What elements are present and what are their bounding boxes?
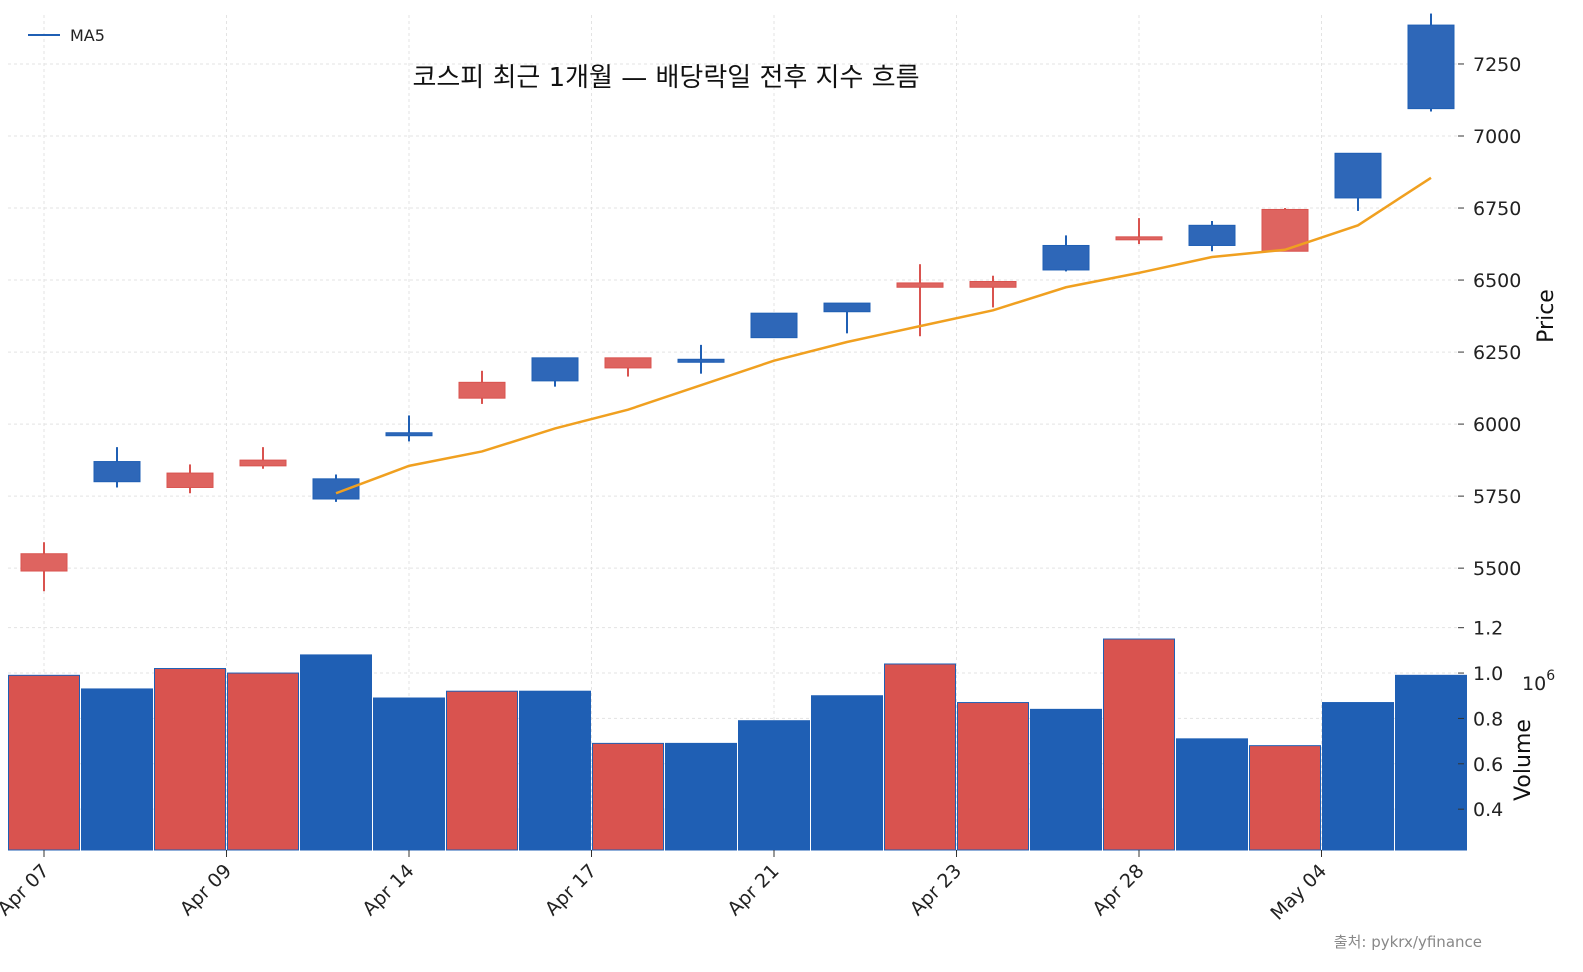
x-tick-label: Apr 07 bbox=[0, 860, 54, 920]
volume-bar bbox=[8, 674, 80, 851]
candle bbox=[823, 302, 871, 334]
candle-body bbox=[166, 472, 214, 488]
candle bbox=[604, 357, 652, 377]
volume-bar bbox=[227, 672, 299, 851]
candle bbox=[531, 357, 579, 387]
candle-body bbox=[239, 459, 287, 467]
candle bbox=[677, 344, 725, 374]
volume-bar bbox=[519, 690, 591, 851]
candle-body bbox=[1115, 236, 1163, 241]
candle bbox=[750, 312, 798, 339]
candle-body bbox=[93, 461, 141, 483]
candle bbox=[1407, 13, 1455, 112]
x-tick-label: Apr 23 bbox=[906, 860, 966, 920]
x-tick-label: Apr 09 bbox=[176, 860, 236, 920]
volume-bar bbox=[1322, 702, 1394, 851]
ma5-polyline bbox=[335, 176, 1432, 495]
price-tick-label: 6500 bbox=[1473, 270, 1521, 292]
candle bbox=[1188, 220, 1236, 252]
candle-body bbox=[969, 280, 1017, 288]
candle-body bbox=[750, 312, 798, 339]
volume-bars bbox=[8, 638, 1467, 851]
volume-bar bbox=[373, 697, 445, 851]
candle-body bbox=[823, 302, 871, 313]
candle bbox=[896, 264, 944, 337]
candle-body bbox=[896, 282, 944, 288]
x-tick-label: Apr 28 bbox=[1088, 860, 1148, 920]
price-tick-label: 5750 bbox=[1473, 486, 1521, 508]
volume-bar bbox=[738, 720, 810, 851]
volume-bar bbox=[811, 695, 883, 851]
price-tick-label: 7250 bbox=[1473, 54, 1521, 76]
candle-body bbox=[531, 357, 579, 382]
legend: MA5 bbox=[28, 26, 105, 45]
x-tick-label: Apr 17 bbox=[541, 860, 601, 920]
candle-body bbox=[20, 553, 68, 572]
price-tick-label: 6000 bbox=[1473, 414, 1521, 436]
candle bbox=[166, 464, 214, 494]
candle-body bbox=[604, 357, 652, 369]
candle bbox=[385, 415, 433, 442]
price-tick-label: 7000 bbox=[1473, 126, 1521, 148]
candle-body bbox=[1334, 152, 1382, 199]
volume-bar bbox=[446, 690, 518, 851]
x-tick-label: May 04 bbox=[1266, 860, 1331, 925]
candle bbox=[312, 474, 360, 502]
candle bbox=[969, 275, 1017, 308]
volume-bar bbox=[665, 742, 737, 851]
x-tick-label: Apr 14 bbox=[358, 860, 418, 920]
volume-bar bbox=[957, 702, 1029, 851]
candle bbox=[1042, 235, 1090, 272]
candle bbox=[93, 447, 141, 488]
volume-bar bbox=[1103, 638, 1175, 851]
volume-bar bbox=[592, 742, 664, 851]
price-axis-label: Price bbox=[1534, 289, 1559, 343]
volume-exponent-label: 106 bbox=[1522, 668, 1555, 695]
volume-bar bbox=[81, 688, 153, 851]
x-tick-label: Apr 21 bbox=[723, 860, 783, 920]
volume-bar bbox=[1030, 708, 1102, 851]
candle bbox=[458, 370, 506, 404]
price-tick-label: 5500 bbox=[1473, 558, 1521, 580]
candle-body bbox=[1042, 244, 1090, 271]
candle-body bbox=[458, 381, 506, 399]
candle bbox=[239, 447, 287, 469]
volume-tick-label: 0.4 bbox=[1473, 799, 1503, 821]
volume-tick-label: 1.2 bbox=[1473, 618, 1503, 640]
source-note: 출처: pykrx/yfinance bbox=[1334, 933, 1482, 951]
legend-label-ma5: MA5 bbox=[70, 26, 105, 45]
volume-tick-label: 0.8 bbox=[1473, 708, 1503, 730]
volume-tick-label: 0.6 bbox=[1473, 754, 1503, 776]
price-tick-label: 6750 bbox=[1473, 198, 1521, 220]
volume-bar bbox=[1249, 745, 1321, 851]
chart-title: 코스피 최근 1개월 — 배당락일 전후 지수 흐름 bbox=[412, 63, 919, 93]
candle bbox=[20, 542, 68, 592]
candle-body bbox=[1188, 224, 1236, 246]
candle-body bbox=[677, 358, 725, 363]
ma5-line bbox=[335, 176, 1432, 495]
volume-axis-label: Volume bbox=[1511, 719, 1536, 801]
volume-bar bbox=[1395, 674, 1467, 851]
candles bbox=[20, 13, 1455, 592]
candle-body bbox=[312, 478, 360, 500]
volume-bar bbox=[1176, 738, 1248, 851]
volume-bar bbox=[884, 663, 956, 851]
candle bbox=[1115, 218, 1163, 245]
price-tick-label: 6250 bbox=[1473, 342, 1521, 364]
volume-bar bbox=[154, 668, 226, 851]
candle bbox=[1334, 152, 1382, 211]
volume-tick-label: 1.0 bbox=[1473, 663, 1503, 685]
candle-body bbox=[1407, 24, 1455, 110]
volume-bar bbox=[300, 654, 372, 851]
candle-body bbox=[385, 432, 433, 437]
